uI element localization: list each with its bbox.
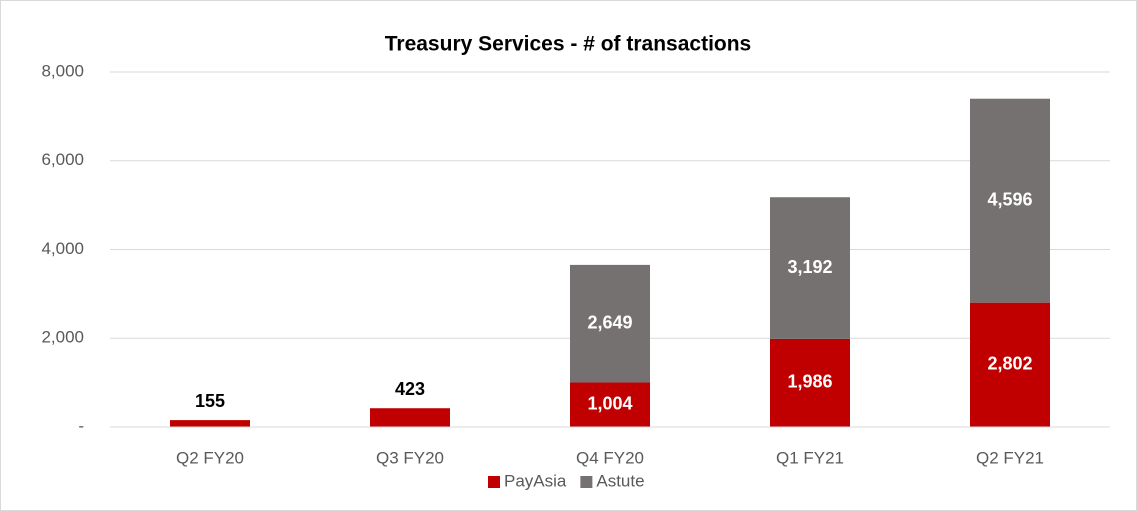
bar xyxy=(570,264,650,383)
value-label: 423 xyxy=(395,379,425,399)
y-tick-label: - xyxy=(78,416,84,435)
value-label: 4,596 xyxy=(987,189,1032,209)
legend-label: Astute xyxy=(596,471,644,490)
y-tick-label: 8,000 xyxy=(41,61,84,80)
value-label: 155 xyxy=(195,391,225,411)
value-label: 2,649 xyxy=(587,312,632,332)
chart-title: Treasury Services - # of transactions xyxy=(385,33,752,56)
value-label: 2,802 xyxy=(987,354,1032,374)
bar xyxy=(770,338,850,427)
y-tick-label: 4,000 xyxy=(41,239,84,258)
x-tick-label: Q1 FY21 xyxy=(776,448,844,467)
bar xyxy=(970,98,1050,303)
x-tick-label: Q3 FY20 xyxy=(376,448,444,467)
x-tick-label: Q4 FY20 xyxy=(576,448,644,467)
bar xyxy=(570,382,650,427)
x-tick-label: Q2 FY20 xyxy=(176,448,244,467)
value-label: 3,192 xyxy=(787,257,832,277)
y-tick-label: 2,000 xyxy=(41,328,84,347)
legend-swatch xyxy=(488,476,500,488)
bar xyxy=(370,408,450,427)
bar xyxy=(970,302,1050,427)
value-label: 1,004 xyxy=(587,393,632,413)
y-tick-label: 6,000 xyxy=(41,150,84,169)
x-tick-label: Q2 FY21 xyxy=(976,448,1044,467)
value-label: 1,986 xyxy=(787,372,832,392)
legend-swatch xyxy=(580,476,593,488)
bar xyxy=(770,197,850,339)
legend-label: PayAsia xyxy=(504,471,567,490)
bar xyxy=(170,420,250,427)
